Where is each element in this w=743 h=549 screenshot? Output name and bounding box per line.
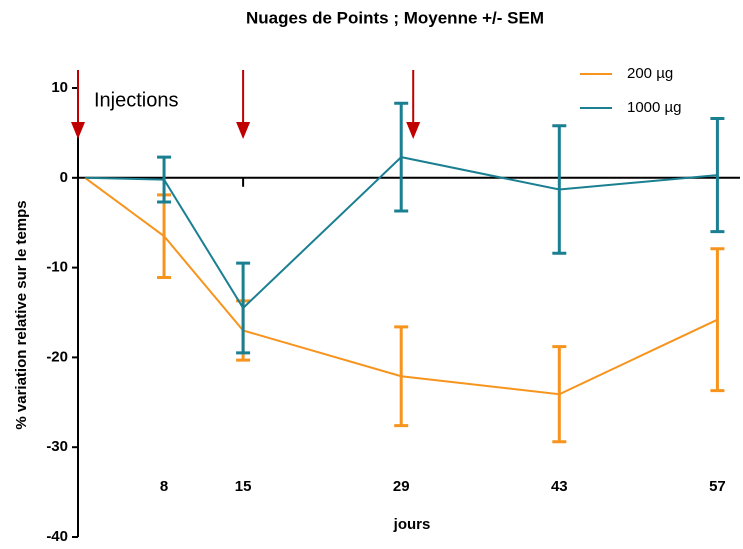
arrow-head [236, 122, 251, 139]
legend-label: 200 µg [627, 65, 673, 82]
x-tick-label: 57 [709, 478, 726, 495]
y-tick-label: 0 [60, 169, 68, 186]
arrow-head [406, 122, 421, 139]
error-bar [710, 247, 725, 393]
y-tick-label: -20 [46, 348, 68, 365]
x-axis-label: jours [393, 516, 431, 533]
y-axis-label: % variation relative sur le temps [13, 200, 30, 429]
series-line [84, 156, 718, 310]
x-tick-label: 8 [160, 478, 168, 495]
annotation-text: Injections [94, 89, 179, 111]
x-tick-label: 29 [393, 478, 410, 495]
arrow-head [71, 122, 86, 139]
y-tick-label: -30 [46, 438, 68, 455]
series-line [84, 176, 718, 396]
y-tick-label: -40 [46, 528, 68, 544]
error-bar [710, 117, 725, 234]
legend-label: 1000 µg [627, 99, 682, 116]
y-tick-label: 10 [51, 79, 68, 96]
y-tick-label: -10 [46, 259, 68, 276]
x-tick-label: 43 [551, 478, 568, 495]
chart-title: Nuages de Points ; Moyenne +/- SEM [246, 8, 544, 27]
x-tick-label: 15 [235, 478, 252, 495]
